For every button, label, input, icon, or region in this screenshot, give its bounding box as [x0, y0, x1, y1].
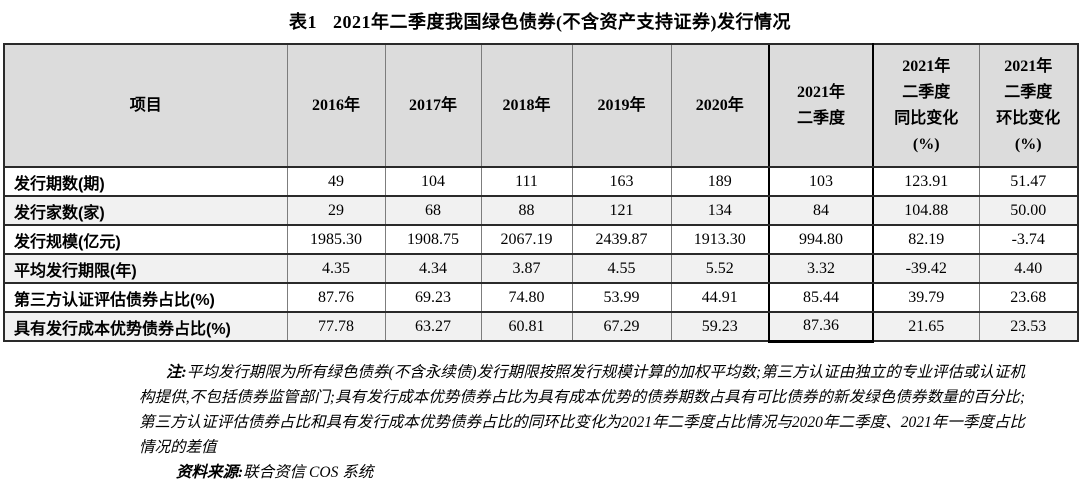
cell: 4.35	[286, 253, 386, 284]
row-label: 具有发行成本优势债券占比(%)	[3, 311, 288, 342]
column-header-2019: 2019年	[571, 43, 672, 168]
cell: 994.80	[768, 224, 874, 255]
cell: 3.32	[768, 253, 874, 284]
table-row: 平均发行期限(年) 4.35 4.34 3.87 4.55 5.52 3.32 …	[3, 253, 1079, 284]
table-row: 发行规模(亿元) 1985.30 1908.75 2067.19 2439.87…	[3, 224, 1079, 255]
cell: 53.99	[571, 282, 672, 313]
cell: 5.52	[670, 253, 770, 284]
cell: 2439.87	[571, 224, 672, 255]
table-row: 发行期数(期) 49 104 111 163 189 103 123.91 51…	[3, 166, 1079, 197]
cell: 50.00	[978, 195, 1079, 226]
table-number: 表1	[289, 12, 317, 32]
cell: 88	[480, 195, 573, 226]
cell: 2067.19	[480, 224, 573, 255]
row-label: 发行期数(期)	[3, 166, 288, 197]
source-text: 联合资信 COS 系统	[243, 463, 374, 481]
cell: 23.53	[978, 311, 1079, 342]
column-header-2016: 2016年	[286, 43, 386, 168]
cell: 1913.30	[670, 224, 770, 255]
table-title: 2021年二季度我国绿色债券(不含资产支持证券)发行情况	[333, 12, 791, 32]
cell: 82.19	[872, 224, 980, 255]
footnotes: 注:平均发行期限为所有绿色债券(不含永续债)发行期限按照发行规模计算的加权平均数…	[139, 360, 1025, 485]
cell: 123.91	[872, 166, 980, 197]
cell: 163	[571, 166, 672, 197]
cell: 121	[571, 195, 672, 226]
note-label: 注:	[166, 363, 187, 381]
column-header-yoy-change: 2021年 二季度 同比变化 (%)	[872, 43, 980, 168]
cell: 63.27	[384, 311, 482, 342]
cell: 39.79	[872, 282, 980, 313]
cell: 49	[286, 166, 386, 197]
cell: 134	[670, 195, 770, 226]
cell: 60.81	[480, 311, 573, 342]
note-paragraph: 注:平均发行期限为所有绿色债券(不含永续债)发行期限按照发行规模计算的加权平均数…	[139, 360, 1025, 460]
cell: -39.42	[872, 253, 980, 284]
row-label: 第三方认证评估债券占比(%)	[3, 282, 288, 313]
green-bond-issuance-table: 项目 2016年 2017年 2018年 2019年 2020年 2021年 二…	[3, 43, 1079, 343]
table-caption: 表1 2021年二季度我国绿色债券(不含资产支持证券)发行情况	[0, 0, 1080, 34]
cell: -3.74	[978, 224, 1079, 255]
cell: 3.87	[480, 253, 573, 284]
cell: 4.34	[384, 253, 482, 284]
cell: 21.65	[872, 311, 980, 342]
table-row: 具有发行成本优势债券占比(%) 77.78 63.27 60.81 67.29 …	[3, 311, 1079, 343]
cell: 77.78	[286, 311, 386, 342]
cell: 68	[384, 195, 482, 226]
source-label: 资料来源:	[176, 463, 244, 481]
header-row: 项目 2016年 2017年 2018年 2019年 2020年 2021年 二…	[3, 43, 1079, 168]
cell: 87.76	[286, 282, 386, 313]
cell: 103	[768, 166, 874, 197]
column-header-item: 项目	[3, 43, 288, 168]
row-label: 平均发行期限(年)	[3, 253, 288, 284]
cell: 44.91	[670, 282, 770, 313]
cell: 69.23	[384, 282, 482, 313]
cell: 29	[286, 195, 386, 226]
note-text: 平均发行期限为所有绿色债券(不含永续债)发行期限按照发行规模计算的加权平均数;第…	[139, 363, 1025, 456]
table-row: 第三方认证评估债券占比(%) 87.76 69.23 74.80 53.99 4…	[3, 282, 1079, 313]
column-header-2020: 2020年	[670, 43, 770, 168]
cell: 51.47	[978, 166, 1079, 197]
cell: 23.68	[978, 282, 1079, 313]
cell: 1908.75	[384, 224, 482, 255]
column-header-2021q2: 2021年 二季度	[768, 43, 874, 168]
cell: 74.80	[480, 282, 573, 313]
row-label: 发行规模(亿元)	[3, 224, 288, 255]
cell: 59.23	[670, 311, 770, 342]
cell: 104.88	[872, 195, 980, 226]
cell: 85.44	[768, 282, 874, 313]
row-label: 发行家数(家)	[3, 195, 288, 226]
column-header-2017: 2017年	[384, 43, 482, 168]
column-header-2018: 2018年	[480, 43, 573, 168]
cell: 84	[768, 195, 874, 226]
column-header-qoq-change: 2021年 二季度 环比变化 (%)	[978, 43, 1079, 168]
cell: 1985.30	[286, 224, 386, 255]
cell: 189	[670, 166, 770, 197]
cell: 4.40	[978, 253, 1079, 284]
cell: 111	[480, 166, 573, 197]
cell: 67.29	[571, 311, 672, 342]
source-paragraph: 资料来源:联合资信 COS 系统	[139, 460, 1025, 485]
cell: 4.55	[571, 253, 672, 284]
table-row: 发行家数(家) 29 68 88 121 134 84 104.88 50.00	[3, 195, 1079, 226]
cell: 87.36	[768, 311, 874, 343]
cell: 104	[384, 166, 482, 197]
